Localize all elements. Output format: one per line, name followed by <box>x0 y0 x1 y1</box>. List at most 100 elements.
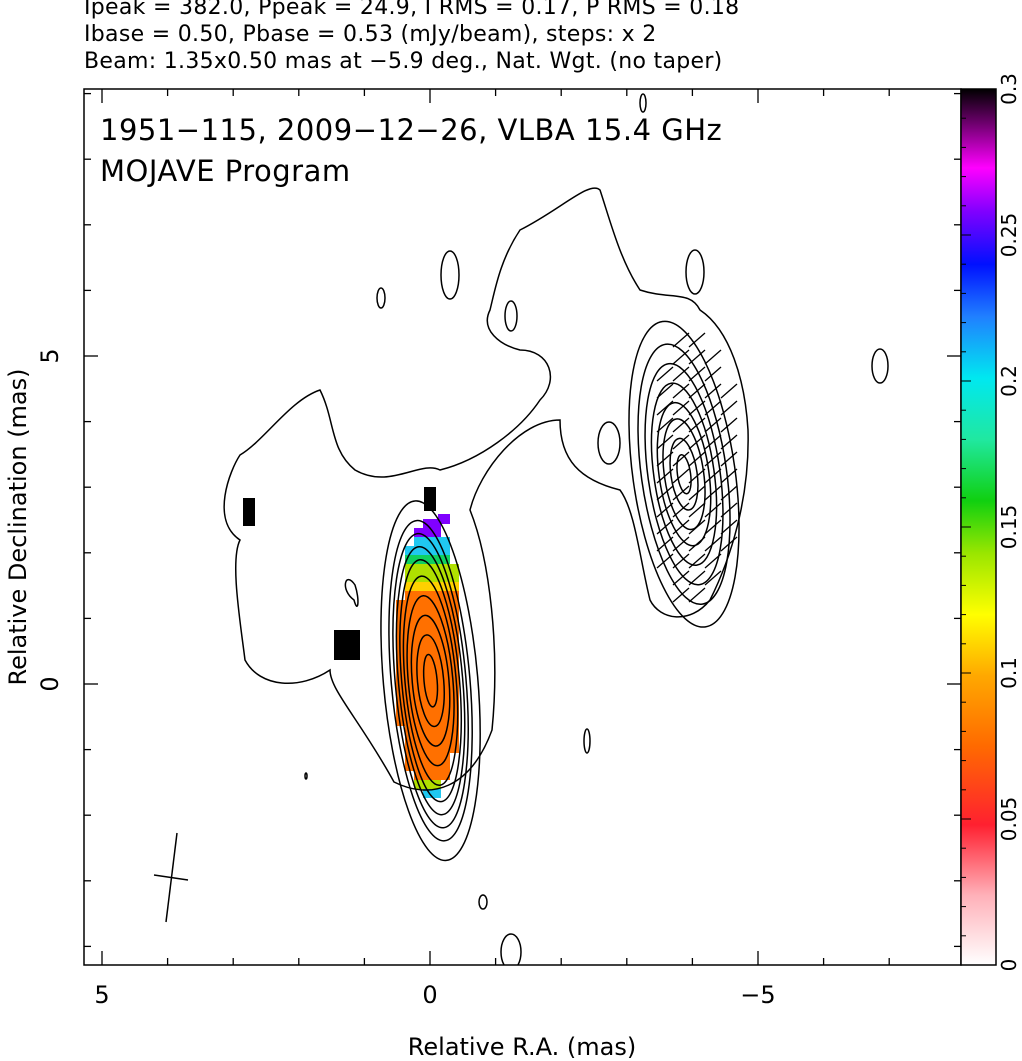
polarization-pixel <box>432 726 441 735</box>
jet-contour <box>628 320 740 628</box>
evpa-tick <box>704 468 722 484</box>
polarization-pixel <box>432 519 441 528</box>
polarization-pixel <box>432 717 441 726</box>
saturated-pixel <box>243 498 255 526</box>
polarization-pixel <box>432 708 441 717</box>
y-axis-ticks: 05 <box>36 92 961 948</box>
evpa-tick <box>656 417 674 433</box>
polarization-pixel <box>396 672 405 681</box>
evpa-tick <box>688 349 706 365</box>
evpa-tick <box>720 400 738 416</box>
evpa-tick <box>704 451 722 467</box>
evpa-tick <box>656 519 674 535</box>
plot-frame <box>83 88 962 966</box>
polarization-pixel <box>414 753 423 762</box>
polarization-pixel <box>441 735 450 744</box>
evpa-tick <box>688 468 706 484</box>
polarization-pixel <box>405 546 414 555</box>
polarization-pixel <box>414 618 423 627</box>
polarization-pixel <box>414 591 423 600</box>
noise-contour <box>597 421 621 465</box>
evpa-tick <box>672 451 690 467</box>
polarization-pixel <box>441 717 450 726</box>
intensity-contours <box>223 187 749 862</box>
polarization-pixel <box>414 609 423 618</box>
polarization-pixel <box>414 762 423 771</box>
evpa-tick <box>656 502 674 518</box>
polarization-pixel <box>450 681 459 690</box>
evpa-tick <box>720 451 738 467</box>
evpa-tick <box>656 434 674 450</box>
polarization-pixel <box>432 627 441 636</box>
evpa-tick <box>704 366 722 382</box>
polarization-pixel <box>450 744 459 753</box>
polarization-pixel <box>432 528 441 537</box>
polarization-pixel <box>432 618 441 627</box>
jet-contour <box>637 343 731 606</box>
evpa-tick <box>720 519 738 535</box>
y-tick-label: 0 <box>36 676 64 691</box>
polarization-pixel <box>414 726 423 735</box>
polarization-pixel <box>396 600 405 609</box>
evpa-tick <box>720 417 738 433</box>
evpa-tick <box>704 383 722 399</box>
polarization-pixel <box>441 663 450 672</box>
core-contour <box>380 500 481 862</box>
evpa-tick <box>656 451 674 467</box>
x-tick-label: 5 <box>94 981 109 1009</box>
polarization-pixel <box>405 582 414 591</box>
header-line-2: Ibase = 0.50, Pbase = 0.53 (mJy/beam), s… <box>84 22 657 47</box>
polarization-pixel <box>423 636 432 645</box>
polarization-pixel <box>423 591 432 600</box>
polarization-pixel <box>450 726 459 735</box>
polarization-pixel <box>405 573 414 582</box>
polarization-pixel <box>414 564 423 573</box>
polarization-pixel <box>396 690 405 699</box>
evpa-tick <box>656 536 674 552</box>
polarization-pixel <box>405 762 414 771</box>
evpa-tick <box>704 400 722 416</box>
polarization-pixel <box>441 600 450 609</box>
noise-contour <box>871 348 889 384</box>
core-contour <box>399 559 462 803</box>
evpa-tick <box>672 434 690 450</box>
polarization-pixel <box>432 591 441 600</box>
evpa-tick <box>672 502 690 518</box>
header-line-3: Beam: 1.35x0.50 mas at −5.9 deg., Nat. W… <box>84 49 723 74</box>
evpa-tick <box>688 536 706 552</box>
polarization-pixel <box>414 672 423 681</box>
evpa-tick <box>720 383 738 399</box>
evpa-tick <box>672 536 690 552</box>
core-contour <box>422 653 439 708</box>
polarization-pixel <box>432 735 441 744</box>
polarization-pixel <box>414 636 423 645</box>
polarization-pixel <box>432 636 441 645</box>
evpa-tick <box>672 349 690 365</box>
evpa-tick <box>672 485 690 501</box>
x-axis-label: Relative R.A. (mas) <box>408 1033 636 1061</box>
noise-contour <box>440 250 460 300</box>
polarization-pixel <box>441 690 450 699</box>
evpa-tick <box>688 502 706 518</box>
polarization-pixel <box>423 789 432 798</box>
polarization-pixel <box>450 645 459 654</box>
polarization-pixel <box>405 681 414 690</box>
polarization-pixel <box>405 627 414 636</box>
evpa-tick <box>720 434 738 450</box>
jet-contour <box>650 382 718 567</box>
evpa-tick <box>720 502 738 518</box>
polarization-pixel <box>423 555 432 564</box>
polarization-pixel <box>423 582 432 591</box>
evpa-tick <box>688 434 706 450</box>
polarization-pixel <box>423 609 432 618</box>
evpa-tick <box>704 519 722 535</box>
plot-title: 1951−115, 2009−12−26, VLBA 15.4 GHz <box>100 113 723 147</box>
polarization-pixel <box>441 708 450 717</box>
noise-contour <box>685 249 705 295</box>
polarization-pixel <box>432 564 441 573</box>
polarization-pixel <box>441 744 450 753</box>
evpa-tick <box>656 468 674 484</box>
polarization-pixel <box>441 699 450 708</box>
polarization-pixel <box>432 582 441 591</box>
evpa-tick <box>704 349 722 365</box>
